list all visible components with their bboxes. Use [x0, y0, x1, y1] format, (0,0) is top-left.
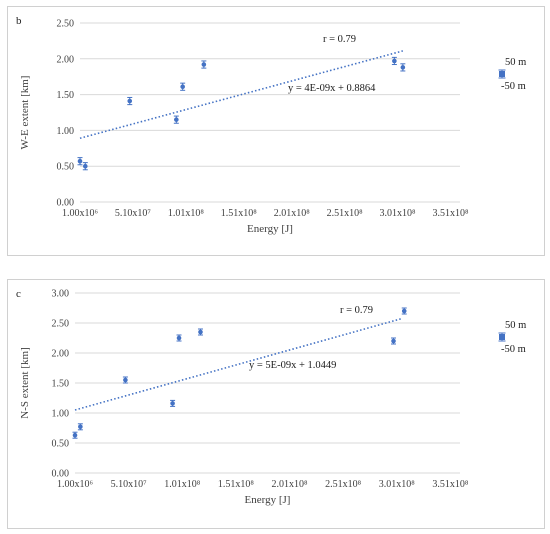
chart-b-x-tick-label: 1.00x10⁶: [62, 208, 99, 219]
chart-c-x-tick-label: 1.51x10⁸: [218, 479, 255, 490]
chart-c-x-tick-label: 3.51x10⁸: [432, 479, 469, 490]
chart-panel-b: b 0.00 0.50 1.00 1.50 2.00 2.50 1.00x10⁶ 5.10x10…: [7, 6, 545, 256]
chart-c-x-tick-label: 3.01x10⁸: [379, 479, 416, 490]
chart-b-x-tick-label: 2.01x10⁸: [274, 208, 311, 219]
chart-b-data-point: [127, 98, 133, 104]
chart-b-y-tick-label: 0.50: [57, 162, 75, 173]
chart-b-y-axis-label: W-E extent [km]: [19, 76, 31, 150]
chart-b-panel-label: b: [16, 15, 22, 27]
chart-b-svg: b 0.00 0.50 1.00 1.50 2.00 2.50 1.00x10⁶ 5.10x10…: [16, 15, 526, 235]
chart-b-x-tick-label: 2.51x10⁸: [327, 208, 364, 219]
chart-b-x-axis-label: Energy [J]: [247, 223, 293, 235]
chart-b-y-tick-label: 1.00: [57, 126, 75, 137]
chart-c-r-annotation: r = 0.79: [340, 305, 373, 316]
chart-c-data-point: [401, 308, 407, 314]
chart-b-data-point: [392, 58, 397, 64]
chart-b-trendline: [79, 50, 404, 140]
chart-b-legend-upper: 50 m: [505, 57, 526, 68]
chart-c-x-tick-label: 1.01x10⁸: [164, 479, 201, 490]
chart-c-y-tick-label: 2.00: [52, 349, 70, 360]
chart-b-legend-marker: [499, 71, 505, 77]
chart-panel-c: c 0.00 0.50 1.00 1.50 2.00 2.50 3.00 1.00x10⁶ 5.1…: [7, 279, 545, 529]
chart-c-x-tick-label: 5.10x10⁷: [111, 479, 148, 490]
chart-c-y-tick-label: 1.00: [52, 409, 70, 420]
chart-b-data-point: [82, 163, 88, 169]
chart-c-equation-annotation: y = 5E-09x + 1.0449: [249, 360, 336, 371]
chart-b-x-tick-label: 3.01x10⁸: [380, 208, 417, 219]
chart-b-y-tick-label: 1.50: [57, 90, 75, 101]
chart-c-panel-label: c: [16, 288, 21, 300]
chart-c-y-axis-label: N-S extent [km]: [19, 347, 31, 418]
chart-b-x-tick-label: 3.51x10⁸: [432, 208, 469, 219]
chart-c-x-tick-label: 2.51x10⁸: [325, 479, 362, 490]
chart-b-y-tick-label: 2.00: [57, 54, 75, 65]
chart-c-data-point: [198, 329, 203, 335]
chart-b-y-tick-label: 0.00: [57, 198, 75, 209]
chart-c-y-tick-label: 2.50: [52, 319, 70, 330]
chart-b-data-point: [400, 65, 406, 70]
chart-b-x-tick-label: 1.01x10⁸: [168, 208, 205, 219]
chart-c-x-axis-label: Energy [J]: [245, 494, 291, 506]
chart-b-y-tick-label: 2.50: [57, 19, 75, 30]
chart-b-legend-lower: -50 m: [501, 81, 526, 92]
chart-b-data-point: [201, 62, 207, 67]
chart-c-y-tick-label: 0.50: [52, 439, 70, 450]
chart-c-y-tick-label: 3.00: [52, 289, 70, 300]
chart-b-x-tick-label: 1.51x10⁸: [221, 208, 258, 219]
chart-c-data-point: [123, 377, 128, 383]
chart-c-trendline: [74, 317, 403, 411]
chart-c-x-tick-label: 1.00x10⁶: [57, 479, 94, 490]
chart-c-data-point: [391, 338, 396, 344]
chart-c-x-tick-label: 2.01x10⁸: [271, 479, 308, 490]
chart-b-equation-annotation: y = 4E-09x + 0.8864: [288, 83, 376, 94]
chart-c-legend-marker: [499, 334, 505, 340]
chart-c-data-point: [176, 335, 182, 341]
chart-c-data-point: [78, 424, 83, 430]
chart-b-x-tick-label: 5.10x10⁷: [115, 208, 152, 219]
chart-c-svg: c 0.00 0.50 1.00 1.50 2.00 2.50 3.00 1.00x10⁶ 5.1…: [16, 288, 526, 506]
chart-c-legend-upper: 50 m: [505, 320, 526, 331]
chart-c-y-tick-label: 1.50: [52, 379, 70, 390]
chart-b-data-point: [174, 117, 179, 122]
chart-c-y-tick-label: 0.00: [52, 469, 70, 480]
chart-b-data-point: [77, 158, 83, 164]
chart-c-data-point: [72, 432, 78, 438]
chart-b-r-annotation: r = 0.79: [323, 34, 356, 45]
chart-b-data-point: [180, 84, 185, 90]
chart-c-legend-lower: -50 m: [501, 344, 526, 355]
chart-c-data-point: [170, 401, 175, 406]
